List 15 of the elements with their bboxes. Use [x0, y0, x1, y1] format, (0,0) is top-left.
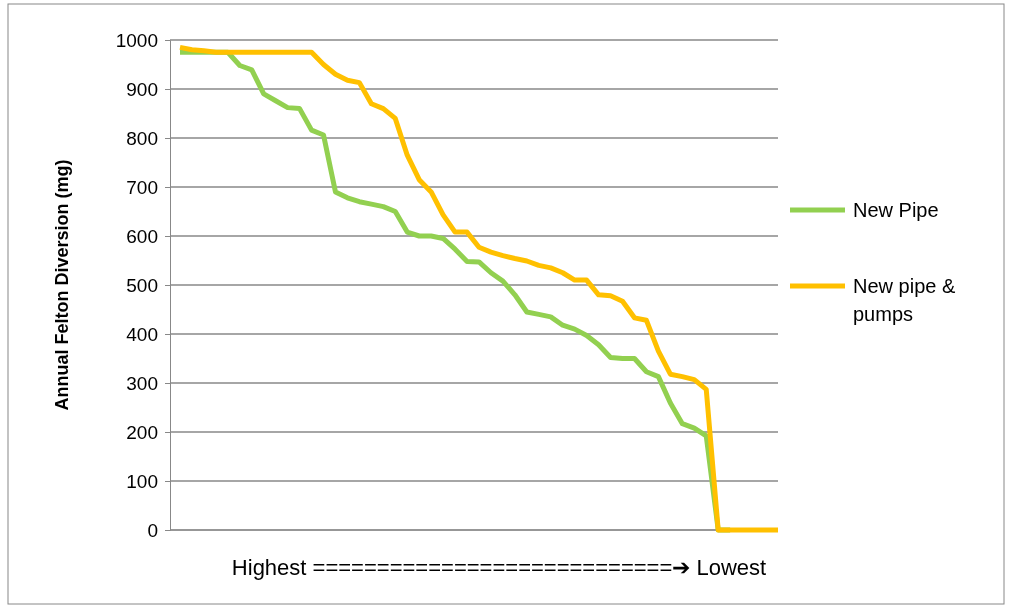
y-tick-label: 900	[126, 78, 158, 100]
y-tick-label: 600	[126, 225, 158, 247]
x-axis-title: Highest ============================➔ Lowest	[231, 555, 767, 580]
y-tick-label: 500	[126, 274, 158, 296]
y-tick-label: 0	[147, 519, 158, 541]
y-tick-label: 400	[126, 323, 158, 345]
y-tick-label: 1000	[115, 29, 158, 51]
y-tick-label: 300	[126, 372, 158, 394]
y-tick-label: 800	[126, 127, 158, 149]
legend-label: New pipe & pumps	[853, 275, 956, 325]
y-axis-title: Annual Felton Diversion (mg)	[52, 159, 72, 411]
y-tick-label: 200	[126, 421, 158, 443]
legend-label: New Pipe	[853, 199, 939, 221]
y-tick-label: 700	[126, 176, 158, 198]
y-tick-label: 100	[126, 470, 158, 492]
